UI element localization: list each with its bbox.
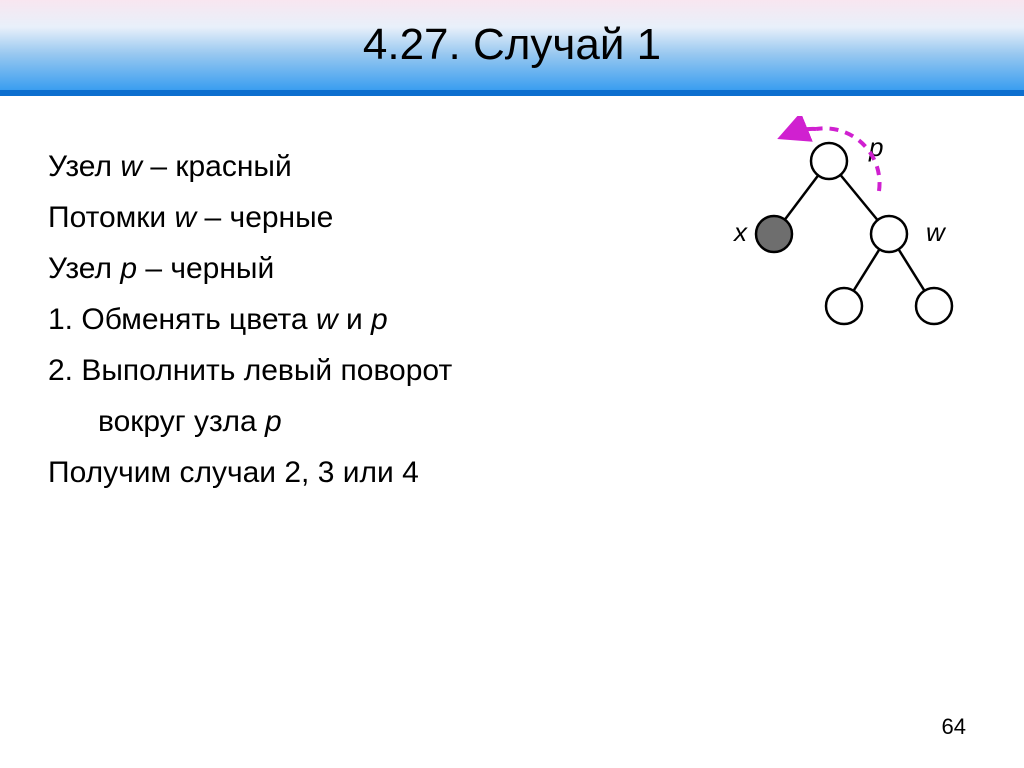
node-label: w <box>926 217 947 247</box>
tree-node <box>916 288 952 324</box>
slide-content: Узел w – красный Потомки w – черные Узел… <box>0 96 1024 768</box>
rotate-arc-solid <box>792 129 816 133</box>
text-line-5: 2. Выполнить левый поворот <box>48 348 608 393</box>
text-prefix: Узел <box>48 252 120 285</box>
tree-node <box>826 288 862 324</box>
text-italic: p <box>265 405 282 438</box>
nodes-group <box>756 143 952 324</box>
node-label: x <box>732 217 748 247</box>
text-prefix: 2. Выполнить левый поворот <box>48 354 452 387</box>
text-line-3: Узел p – черный <box>48 246 608 291</box>
slide-title: 4.27. Случай 1 <box>363 20 661 70</box>
text-italic: w <box>120 150 142 183</box>
text-line-2: Потомки w – черные <box>48 195 608 240</box>
page-number: 64 <box>942 714 966 740</box>
text-prefix: Получим случаи 2, 3 или 4 <box>48 456 419 489</box>
slide-header: 4.27. Случай 1 <box>0 0 1024 90</box>
tree-node <box>756 216 792 252</box>
tree-node <box>871 216 907 252</box>
edges-group <box>774 161 934 306</box>
text-suffix: – черные <box>196 201 333 234</box>
text-prefix: вокруг узла <box>98 405 265 438</box>
text-line-1: Узел w – красный <box>48 144 608 189</box>
text-italic: w <box>175 201 197 234</box>
tree-node <box>811 143 847 179</box>
text-prefix: Потомки <box>48 201 175 234</box>
text-suffix: – красный <box>142 150 292 183</box>
text-italic: p <box>371 303 388 336</box>
text-suffix: – черный <box>137 252 274 285</box>
text-italic: p <box>120 252 137 285</box>
text-line-6: вокруг узла p <box>48 399 608 444</box>
node-label: p <box>868 132 883 162</box>
text-block: Узел w – красный Потомки w – черные Узел… <box>48 144 608 495</box>
text-prefix: 1. Обменять цвета <box>48 303 316 336</box>
text-italic: w <box>316 303 338 336</box>
tree-svg: p x w <box>674 116 974 356</box>
text-line-7: Получим случаи 2, 3 или 4 <box>48 450 608 495</box>
text-line-4: 1. Обменять цвета w и p <box>48 297 608 342</box>
text-prefix: Узел <box>48 150 120 183</box>
tree-diagram: p x w <box>674 116 974 356</box>
text-mid: и <box>338 303 371 336</box>
